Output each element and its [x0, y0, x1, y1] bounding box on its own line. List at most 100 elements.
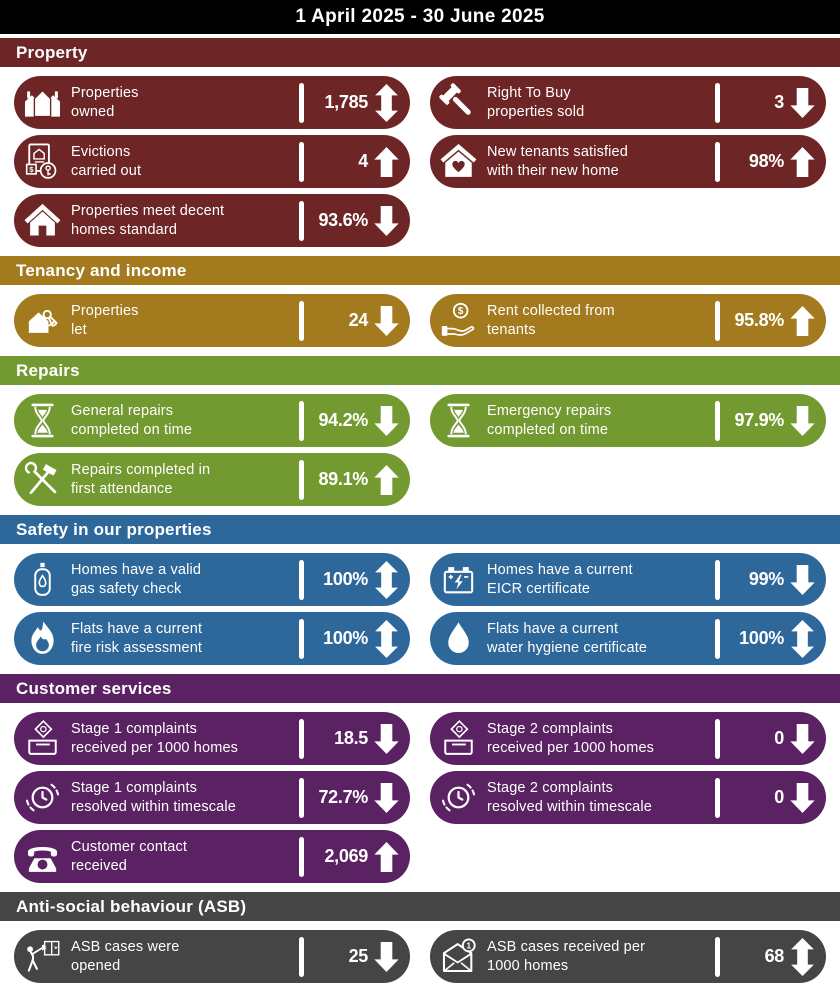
section-tenancy-income-header: Tenancy and income — [0, 256, 840, 285]
divider — [715, 141, 720, 182]
trend-arrow-icon — [371, 783, 401, 813]
gavel-icon — [430, 82, 487, 123]
hourglass-icon — [14, 400, 71, 441]
stat-value: 95.8% — [734, 310, 784, 330]
section-tenancy-income: Tenancy and income Properties let 24 Ren… — [0, 256, 840, 347]
report-period-title: 1 April 2025 - 30 June 2025 — [295, 6, 545, 27]
stat-card-stage2-resolved: Stage 2 complaints resolved within times… — [430, 771, 826, 824]
stat-label: Stage 1 complaints resolved within times… — [71, 779, 236, 815]
stat-label: Properties meet decent homes standard — [71, 202, 225, 238]
stat-value: 25 — [348, 946, 369, 966]
section-title: Tenancy and income — [16, 260, 187, 280]
vandalism-icon — [14, 936, 71, 977]
rent-hand-icon — [430, 300, 487, 341]
stat-card-emergency-repairs: Emergency repairs completed on time 97.9… — [430, 394, 826, 447]
trend-arrow-icon — [787, 88, 817, 118]
stat-label: ASB cases were opened — [71, 938, 180, 974]
envelope-notification-icon — [430, 936, 487, 977]
stat-card-gas-safety: Homes have a valid gas safety check 100% — [14, 553, 410, 606]
stat-label: Emergency repairs completed on time — [487, 402, 612, 438]
stat-label: Right To Buy properties sold — [487, 84, 585, 120]
stat-value: 100% — [739, 628, 784, 648]
divider — [299, 559, 304, 600]
report-period-bar: 1 April 2025 - 30 June 2025 — [0, 0, 840, 34]
section-safety: Safety in our properties Homes have a va… — [0, 515, 840, 665]
trend-arrow-icon — [787, 783, 817, 813]
section-customer-services-header: Customer services — [0, 674, 840, 703]
stat-label: Flats have a current water hygiene certi… — [487, 620, 648, 656]
section-asb-header: Anti-social behaviour (ASB) — [0, 892, 840, 921]
stat-card-first-attendance: Repairs completed in first attendance 89… — [14, 453, 410, 506]
stat-card-water-hygiene: Flats have a current water hygiene certi… — [430, 612, 826, 665]
section-repairs-header: Repairs — [0, 356, 840, 385]
telephone-icon — [14, 836, 71, 877]
flame-icon — [14, 618, 71, 659]
trend-arrow-icon — [787, 620, 817, 658]
trend-arrow-icon — [371, 306, 401, 336]
divider — [299, 618, 304, 659]
section-safety-header: Safety in our properties — [0, 515, 840, 544]
divider — [715, 300, 720, 341]
stat-card-rent-collected: Rent collected from tenants 95.8% — [430, 294, 826, 347]
stat-label: Properties let — [71, 302, 139, 338]
trend-arrow-icon — [787, 306, 817, 336]
divider — [715, 400, 720, 441]
section-property-header: Property — [0, 38, 840, 67]
section-title: Property — [16, 42, 88, 62]
stat-value: 97.9% — [734, 410, 784, 430]
stat-value: 4 — [358, 151, 368, 171]
section-repairs: Repairs General repairs completed on tim… — [0, 356, 840, 506]
stat-label: Evictions carried out — [71, 143, 142, 179]
section-property: Property Properties owned 1,785 Right To… — [0, 38, 840, 247]
stat-label: Stage 2 complaints received per 1000 hom… — [487, 720, 655, 756]
section-title: Customer services — [16, 678, 172, 698]
battery-icon — [430, 559, 487, 600]
stat-value: 72.7% — [318, 787, 368, 807]
houses-icon — [14, 82, 71, 123]
divider — [715, 618, 720, 659]
trend-arrow-icon — [371, 465, 401, 495]
divider — [299, 777, 304, 818]
hourglass-icon — [430, 400, 487, 441]
stat-label: Stage 2 complaints resolved within times… — [487, 779, 652, 815]
complaint-box-icon — [14, 718, 71, 759]
stat-value: 93.6% — [318, 210, 368, 230]
stat-value: 18.5 — [334, 728, 368, 748]
stat-card-new-tenants-satisfied: New tenants satisfied with their new hom… — [430, 135, 826, 188]
stat-value: 100% — [323, 628, 368, 648]
section-title: Anti-social behaviour (ASB) — [16, 896, 247, 916]
stat-value: 24 — [348, 310, 369, 330]
stat-card-asb-received: ASB cases received per 1000 homes 68 — [430, 930, 826, 983]
trend-arrow-icon — [371, 206, 401, 236]
stat-value: 100% — [323, 569, 368, 589]
divider — [299, 400, 304, 441]
house-icon — [14, 200, 71, 241]
trend-arrow-icon — [787, 147, 817, 177]
divider — [299, 141, 304, 182]
stat-value: 2,069 — [324, 846, 368, 866]
stat-value: 3 — [774, 92, 784, 112]
stat-card-stage1-received: Stage 1 complaints received per 1000 hom… — [14, 712, 410, 765]
section-title: Safety in our properties — [16, 519, 212, 539]
divider — [715, 82, 720, 123]
trend-arrow-icon — [787, 724, 817, 754]
clock-arrows-icon — [430, 777, 487, 818]
stat-card-general-repairs: General repairs completed on time 94.2% — [14, 394, 410, 447]
trend-arrow-icon — [371, 842, 401, 872]
trend-arrow-icon — [787, 406, 817, 436]
stat-card-customer-contact: Customer contact received 2,069 — [14, 830, 410, 883]
tools-icon — [14, 459, 71, 500]
trend-arrow-icon — [371, 620, 401, 658]
stat-value: 0 — [774, 787, 784, 807]
stat-label: Flats have a current fire risk assessmen… — [71, 620, 203, 656]
stat-label: Homes have a current EICR certificate — [487, 561, 633, 597]
stat-value: 1,785 — [324, 92, 368, 112]
stat-card-stage1-resolved: Stage 1 complaints resolved within times… — [14, 771, 410, 824]
stat-card-right-to-buy: Right To Buy properties sold 3 — [430, 76, 826, 129]
stat-card-properties-let: Properties let 24 — [14, 294, 410, 347]
divider — [299, 718, 304, 759]
stat-label: ASB cases received per 1000 homes — [487, 938, 646, 974]
stat-label: General repairs completed on time — [71, 402, 193, 438]
stat-value: 0 — [774, 728, 784, 748]
